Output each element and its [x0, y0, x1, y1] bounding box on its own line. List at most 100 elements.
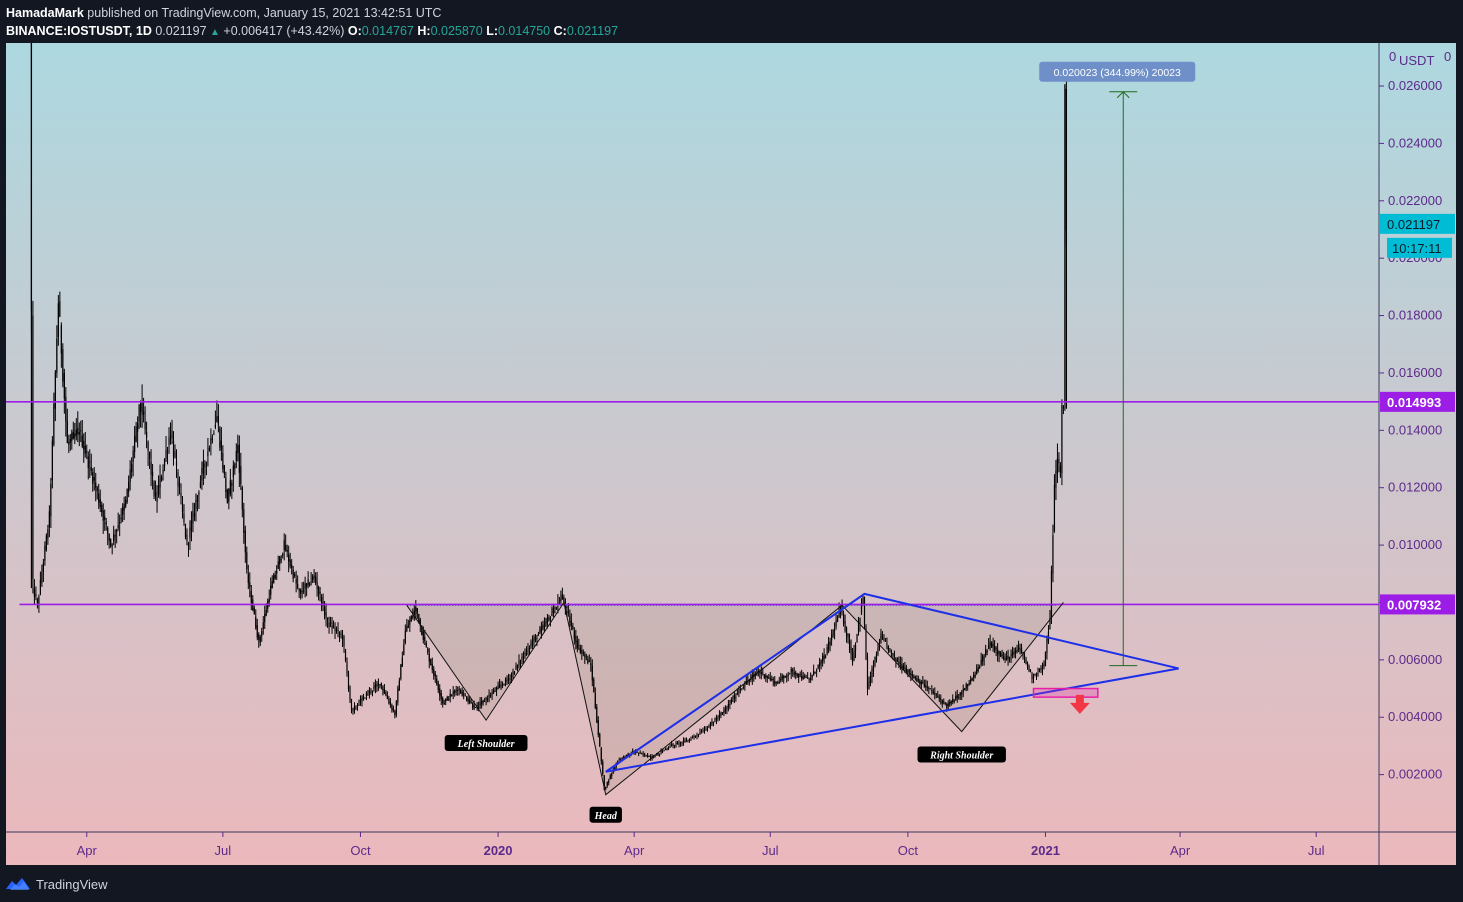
- y-tick-label: 0.004000: [1388, 709, 1442, 724]
- candle-body: [219, 428, 221, 448]
- candle-body: [670, 744, 673, 746]
- candle-body: [141, 401, 143, 415]
- candle-body: [379, 684, 381, 686]
- chart-area[interactable]: 0.0020000.0040000.0060000.0080000.010000…: [6, 43, 1456, 865]
- candle-body: [271, 581, 273, 589]
- candle-body: [992, 644, 994, 647]
- candle-body: [344, 649, 347, 661]
- tradingview-logo-icon[interactable]: [6, 877, 30, 891]
- low-value: 0.014750: [498, 24, 551, 38]
- candle-body: [1047, 631, 1050, 642]
- candle-body: [454, 690, 456, 693]
- candle-body: [881, 636, 884, 638]
- candle-body: [256, 625, 258, 638]
- candle-body: [973, 674, 975, 679]
- candle-body: [407, 624, 409, 628]
- candle-body: [642, 754, 644, 756]
- candle-body: [65, 396, 67, 422]
- candle-body: [869, 676, 872, 683]
- candle-body: [460, 690, 462, 693]
- candle-body: [80, 430, 82, 432]
- candle-body: [874, 657, 876, 666]
- candle-body: [374, 684, 377, 688]
- measure-label: 0.020023 (344.99%) 20023: [1054, 67, 1181, 79]
- high-value: 0.025870: [430, 24, 483, 38]
- candle-body: [443, 702, 445, 704]
- candle-body: [569, 616, 571, 623]
- candle-body: [304, 583, 306, 589]
- candle-body: [908, 670, 910, 672]
- candle-body: [943, 701, 945, 703]
- candle-body: [995, 647, 997, 650]
- candle-body: [899, 662, 901, 664]
- candle-body: [383, 689, 385, 694]
- candle-body: [868, 682, 870, 689]
- candle-body: [472, 703, 474, 708]
- candle-body: [421, 625, 423, 635]
- candle-body: [66, 420, 68, 443]
- publisher-name[interactable]: HamadaMark: [6, 6, 84, 20]
- close-label: C:: [553, 24, 567, 38]
- candle-body: [910, 672, 912, 676]
- candle-body: [793, 672, 795, 675]
- chart-svg[interactable]: 0.0020000.0040000.0060000.0080000.010000…: [6, 43, 1456, 865]
- x-tick-label: Jul: [215, 843, 232, 858]
- candle-body: [777, 682, 779, 684]
- candle-body: [518, 660, 520, 666]
- candle-body: [240, 466, 242, 485]
- candle-body: [968, 682, 970, 685]
- candle-body: [45, 535, 47, 550]
- candle-body: [854, 644, 857, 651]
- candle-body: [68, 442, 70, 445]
- candle-body: [413, 610, 415, 615]
- candle-body: [863, 596, 866, 625]
- candle-body: [967, 684, 969, 687]
- candle-body: [422, 631, 424, 640]
- candle-body: [600, 747, 602, 762]
- candle-body: [807, 677, 809, 679]
- candle-body: [259, 636, 261, 643]
- candle-body: [137, 423, 139, 432]
- candle-body: [872, 666, 875, 672]
- candle-body: [780, 679, 782, 681]
- candle-body: [442, 698, 444, 704]
- candle-body: [291, 564, 293, 569]
- candle-body: [789, 673, 791, 675]
- x-tick-label: Apr: [77, 843, 98, 858]
- candle-body: [510, 674, 513, 678]
- brand-name[interactable]: TradingView: [36, 876, 108, 892]
- candle-body: [77, 427, 79, 434]
- candle-body: [439, 688, 441, 696]
- candle-body: [729, 704, 731, 706]
- candle-body: [62, 349, 64, 382]
- candle-body: [1017, 647, 1020, 651]
- candle-body: [887, 646, 890, 651]
- y-tick-label: 0.012000: [1388, 480, 1442, 495]
- candle-body: [300, 589, 302, 594]
- x-tick-label: Oct: [350, 843, 371, 858]
- y-tick-label: 0.026000: [1388, 78, 1442, 93]
- candle-body: [99, 499, 101, 508]
- candle-body: [225, 477, 227, 493]
- candle-body: [349, 686, 351, 700]
- candle-body: [733, 694, 735, 699]
- candle-body: [171, 430, 173, 439]
- symbol-interval[interactable]: BINANCE:IOSTUSDT, 1D: [6, 24, 152, 38]
- candle-body: [500, 684, 502, 687]
- candle-body: [786, 675, 788, 677]
- candle-body: [148, 451, 151, 459]
- candle-body: [654, 756, 656, 758]
- candle-body: [295, 579, 297, 584]
- candle-body: [660, 750, 662, 753]
- close-value: 0.021197: [566, 24, 619, 38]
- candle-body: [959, 692, 961, 696]
- candle-body: [467, 698, 469, 703]
- candle-body: [747, 681, 749, 683]
- candle-body: [645, 755, 647, 757]
- candle-body: [835, 620, 837, 627]
- candle-body: [102, 510, 104, 521]
- candle-body: [1059, 466, 1062, 477]
- candle-body: [766, 676, 768, 679]
- candle-body: [135, 426, 137, 442]
- candle-body: [847, 634, 849, 639]
